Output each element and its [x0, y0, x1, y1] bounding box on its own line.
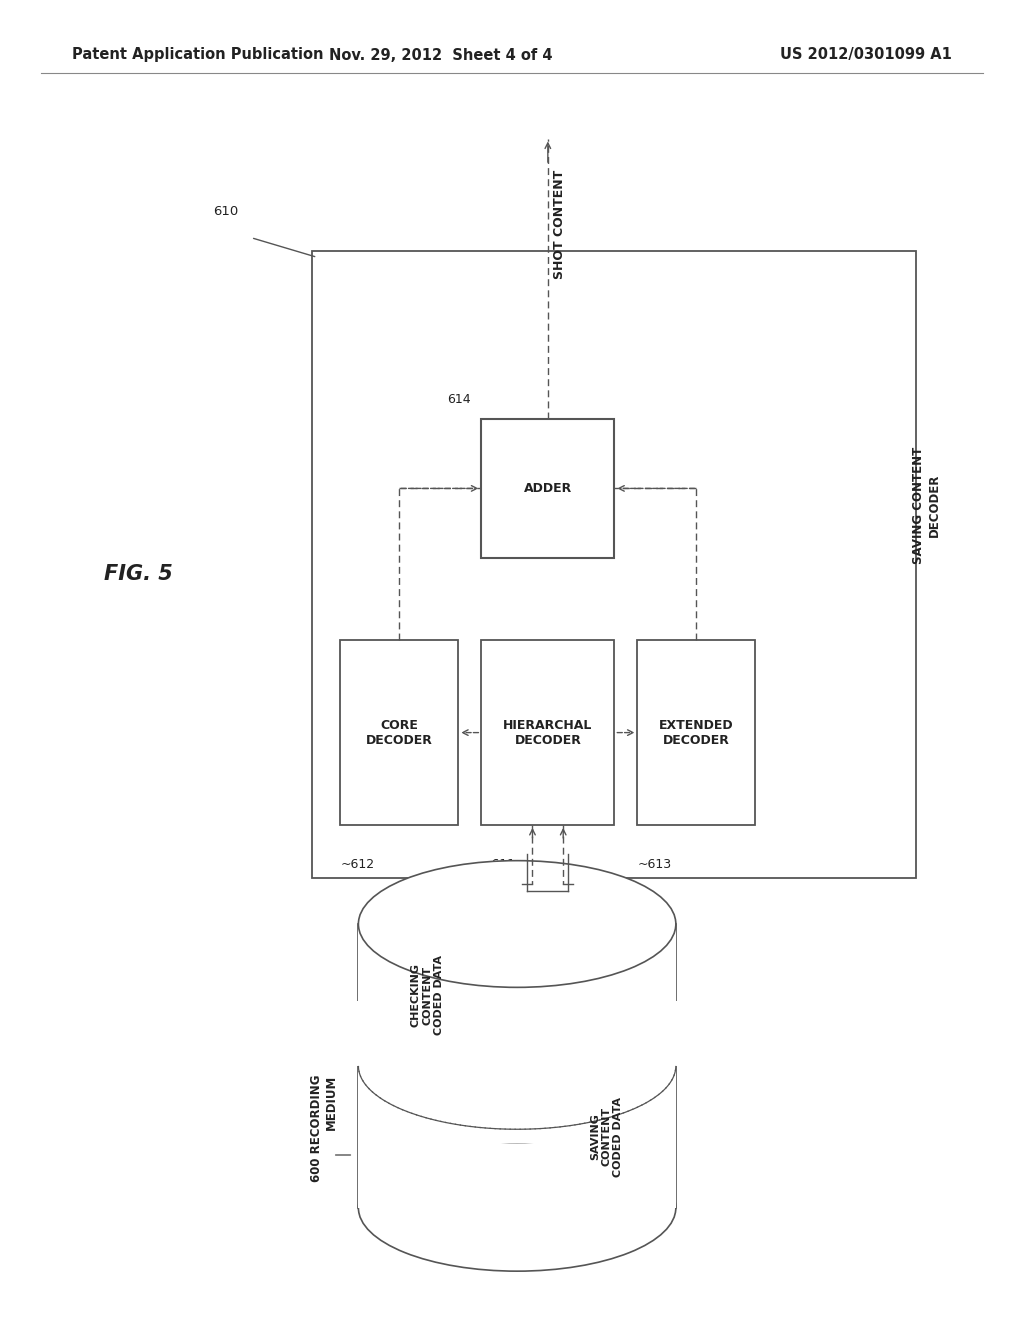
FancyBboxPatch shape	[481, 418, 614, 557]
Text: EXTENDED
DECODER: EXTENDED DECODER	[659, 718, 733, 747]
Text: FIG. 5: FIG. 5	[103, 564, 173, 585]
Text: SAVING
CONTENT
CODED DATA: SAVING CONTENT CODED DATA	[590, 1097, 624, 1177]
Text: SAVING CONTENT
DECODER: SAVING CONTENT DECODER	[912, 447, 940, 565]
Text: 614: 614	[447, 393, 471, 407]
FancyBboxPatch shape	[340, 640, 459, 825]
FancyBboxPatch shape	[637, 640, 756, 825]
Text: ~611: ~611	[481, 858, 515, 871]
FancyBboxPatch shape	[481, 640, 614, 825]
Ellipse shape	[358, 861, 676, 987]
Bar	[358, 924, 676, 1208]
Text: 610: 610	[213, 205, 238, 218]
Text: Nov. 29, 2012  Sheet 4 of 4: Nov. 29, 2012 Sheet 4 of 4	[329, 48, 552, 62]
Ellipse shape	[358, 1144, 676, 1271]
Text: ADDER: ADDER	[523, 482, 572, 495]
Text: ~613: ~613	[637, 858, 672, 871]
Bar	[358, 1144, 676, 1208]
Text: 600 RECORDING
MEDIUM: 600 RECORDING MEDIUM	[310, 1074, 338, 1183]
Text: SHOT CONTENT: SHOT CONTENT	[553, 169, 566, 279]
Text: CORE
DECODER: CORE DECODER	[366, 718, 433, 747]
Text: HIERARCHAL
DECODER: HIERARCHAL DECODER	[503, 718, 593, 747]
Bar	[356, 1001, 678, 1067]
FancyBboxPatch shape	[312, 251, 916, 878]
Text: US 2012/0301099 A1: US 2012/0301099 A1	[780, 48, 952, 62]
Text: CHECKING
CONTENT
CODED DATA: CHECKING CONTENT CODED DATA	[411, 954, 444, 1035]
Text: Patent Application Publication: Patent Application Publication	[72, 48, 324, 62]
Text: ~612: ~612	[340, 858, 375, 871]
